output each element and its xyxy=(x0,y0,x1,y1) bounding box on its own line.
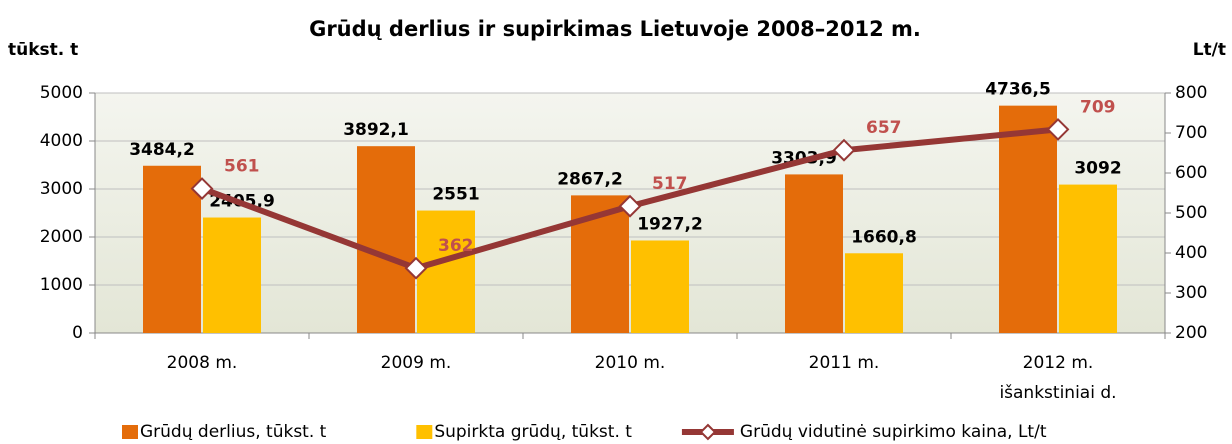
line-marker xyxy=(1046,117,1070,141)
bar-value-label: 1927,2 xyxy=(637,214,703,234)
legend-label: Grūdų vidutinė supirkimo kaina, Lt/t xyxy=(740,422,1047,442)
bar xyxy=(845,253,903,333)
bar-value-label: 2551 xyxy=(432,185,479,205)
chart-title: Grūdų derlius ir supirkimas Lietuvoje 20… xyxy=(309,17,921,41)
bar-value-label: 3484,2 xyxy=(129,140,195,160)
bar-value-label: 4736,5 xyxy=(985,80,1051,100)
line-value-label: 561 xyxy=(224,157,260,177)
bar xyxy=(785,174,843,333)
bar xyxy=(1059,184,1117,333)
bar xyxy=(203,217,261,333)
bar xyxy=(417,210,475,333)
y2-tick-label: 600 xyxy=(1175,163,1207,183)
line-marker xyxy=(404,256,428,280)
line-value-label: 362 xyxy=(438,236,474,256)
x-tick-label: išankstiniai d. xyxy=(999,383,1116,403)
line-value-label: 657 xyxy=(866,118,902,138)
legend-swatch xyxy=(122,425,138,439)
y2-tick-label: 300 xyxy=(1175,283,1207,303)
y-tick-label: 4000 xyxy=(40,131,83,151)
y2-tick-label: 500 xyxy=(1175,203,1207,223)
y2-axis-label: Lt/t xyxy=(1193,40,1226,60)
y2-tick-label: 400 xyxy=(1175,243,1207,263)
y-axis-label: tūkst. t xyxy=(8,40,78,60)
y-tick-label: 5000 xyxy=(40,83,83,103)
bar-value-label: 2867,2 xyxy=(557,169,623,189)
line-value-label: 517 xyxy=(652,174,688,194)
x-tick-label: 2010 m. xyxy=(595,353,666,373)
bar-value-label: 1660,8 xyxy=(851,227,917,247)
line-marker xyxy=(190,177,214,201)
bar-value-label: 3092 xyxy=(1074,159,1121,179)
bar-value-label: 3892,1 xyxy=(343,120,409,140)
x-tick-label: 2011 m. xyxy=(809,353,880,373)
bar xyxy=(631,240,689,333)
bar xyxy=(143,165,201,333)
y-tick-label: 3000 xyxy=(40,179,83,199)
line-value-label: 709 xyxy=(1080,97,1116,117)
y2-tick-label: 800 xyxy=(1175,83,1207,103)
legend-swatch xyxy=(416,425,433,439)
line-marker xyxy=(618,194,642,218)
x-tick-label: 2008 m. xyxy=(167,353,238,373)
y-tick-label: 2000 xyxy=(40,227,83,247)
y2-tick-label: 200 xyxy=(1175,323,1207,343)
legend-label: Supirkta grūdų, tūkst. t xyxy=(434,422,632,442)
y-tick-label: 0 xyxy=(72,323,83,343)
x-tick-label: 2009 m. xyxy=(381,353,452,373)
bar xyxy=(357,146,415,333)
y2-tick-label: 700 xyxy=(1175,123,1207,143)
x-tick-label: 2012 m. xyxy=(1023,353,1094,373)
legend-swatch xyxy=(699,423,717,441)
legend-label: Grūdų derlius, tūkst. t xyxy=(140,422,327,442)
y-tick-label: 1000 xyxy=(40,275,83,295)
line-marker xyxy=(832,138,856,162)
bar xyxy=(999,105,1057,333)
